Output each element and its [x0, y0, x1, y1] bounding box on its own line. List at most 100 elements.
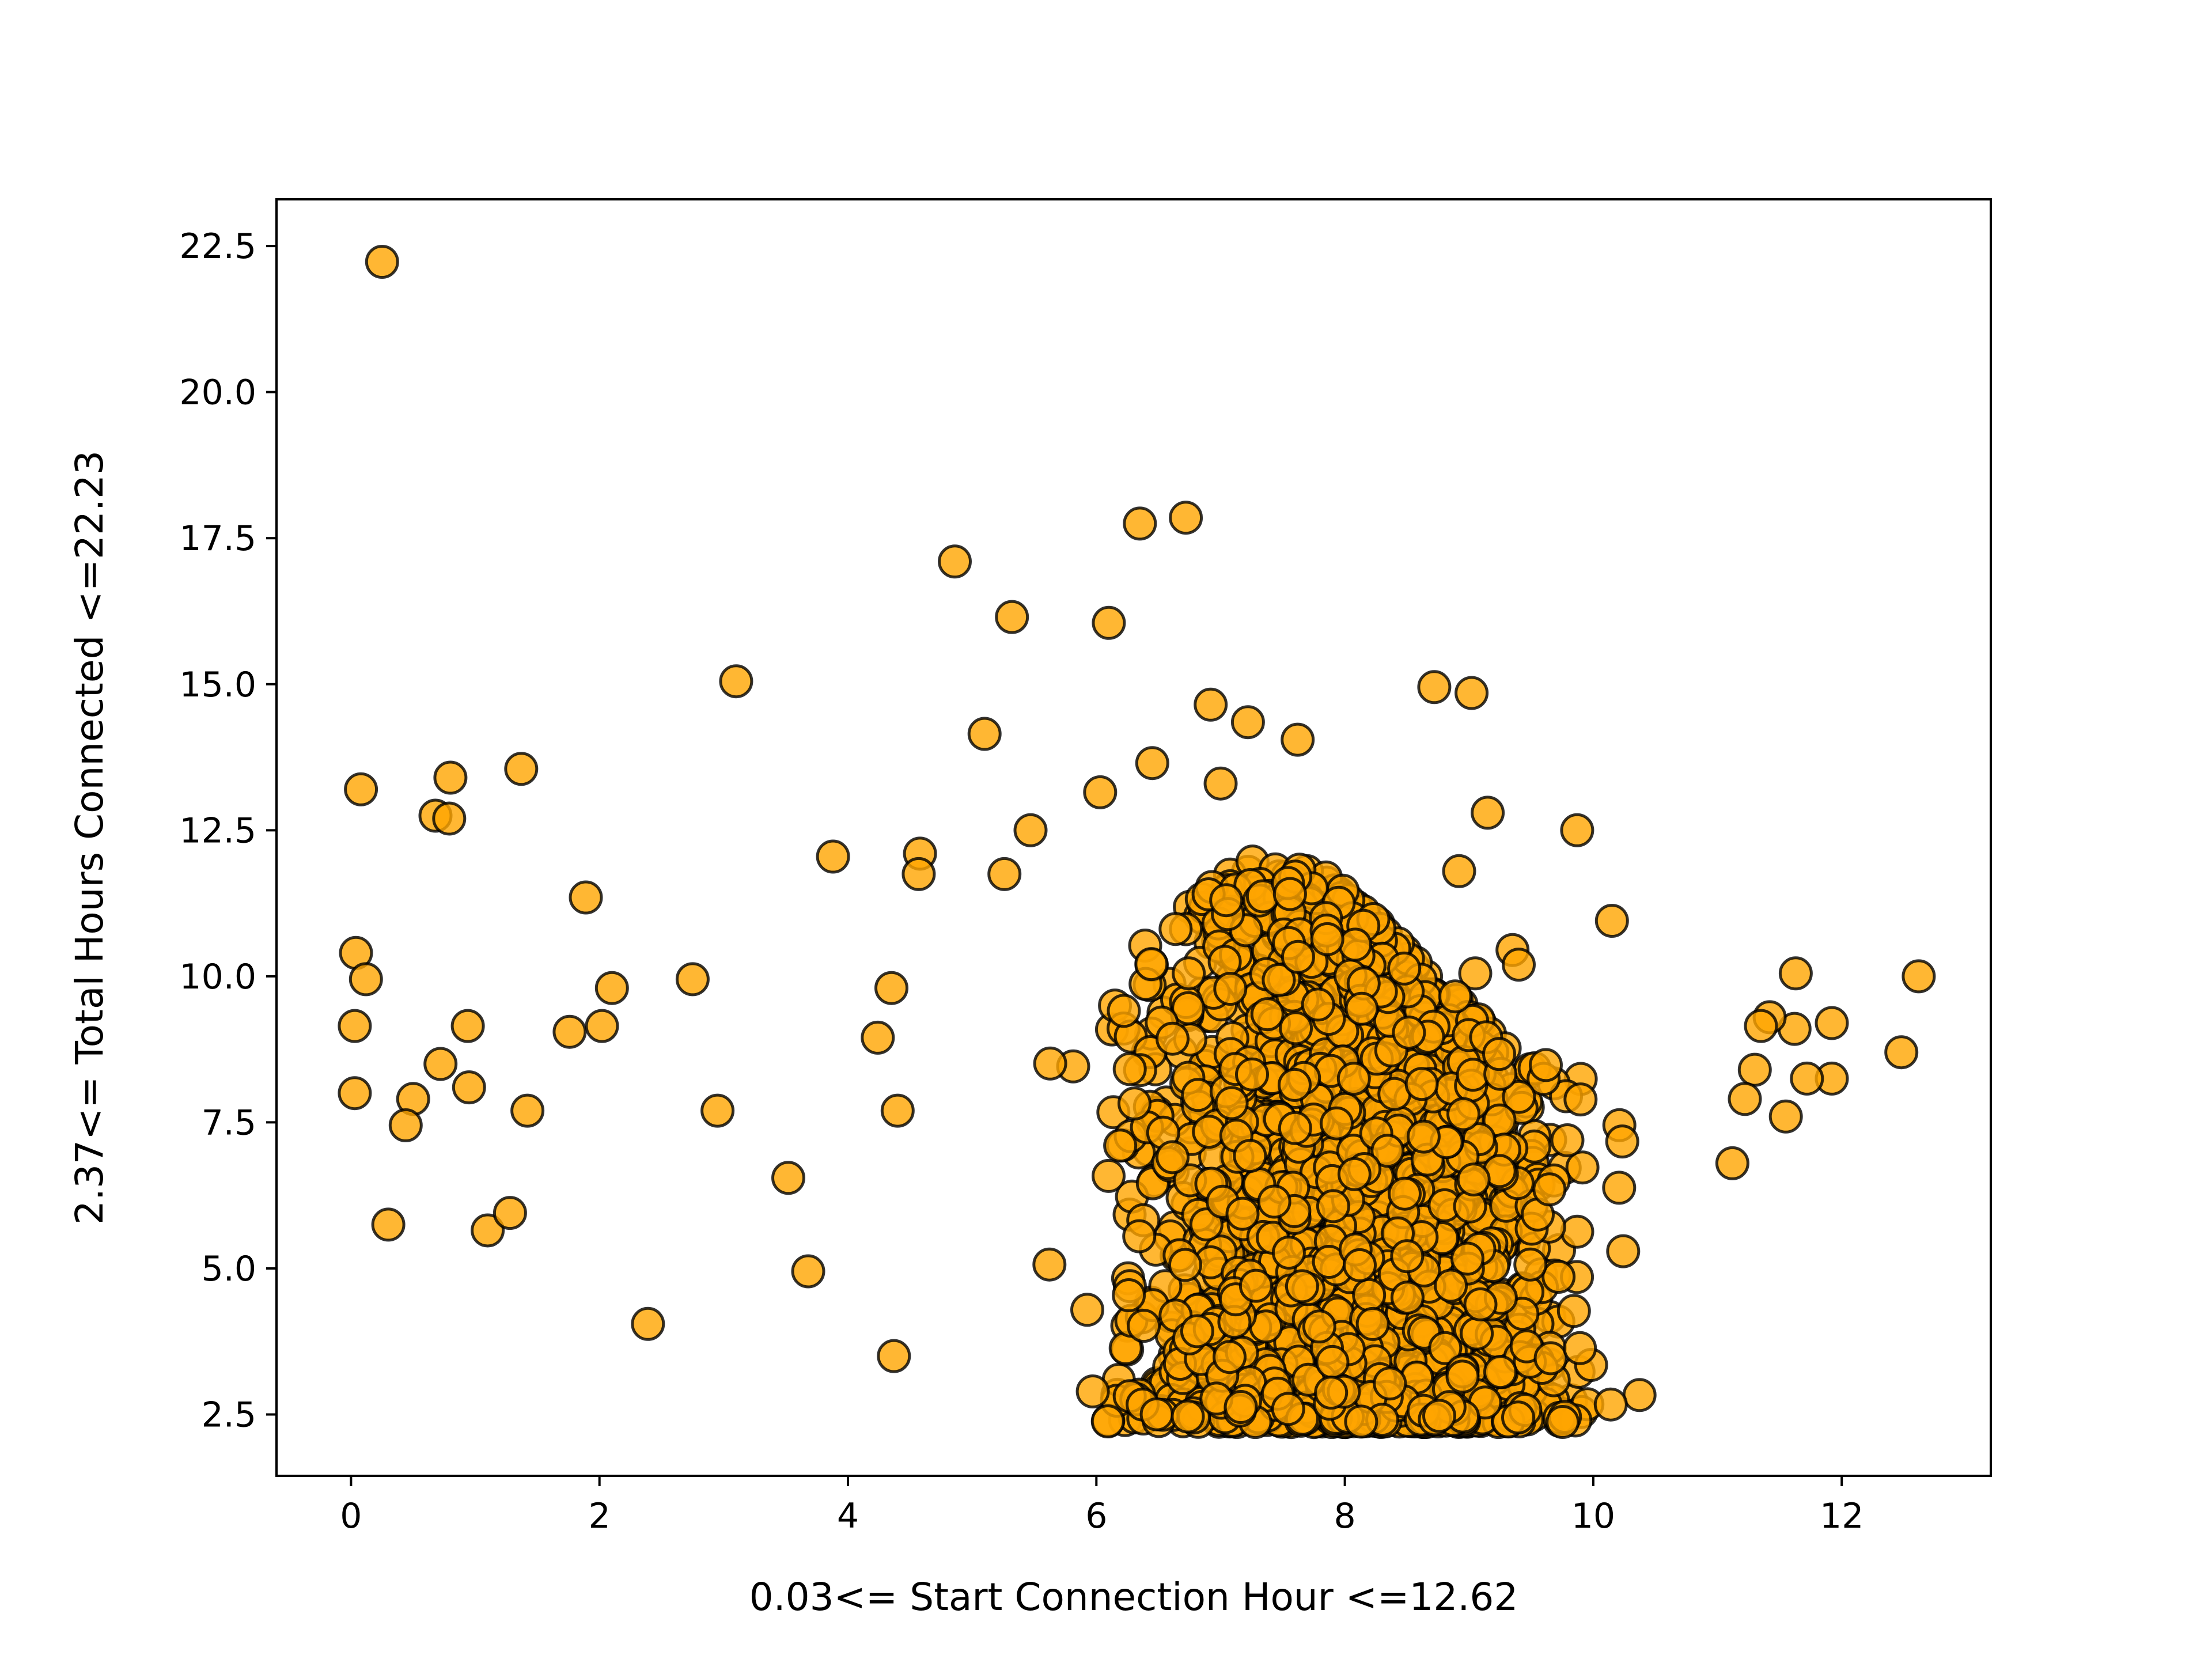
data-point	[1373, 1366, 1407, 1401]
data-point	[388, 1108, 423, 1142]
data-point	[995, 600, 1029, 634]
data-point	[1262, 963, 1296, 997]
data-point	[1127, 1309, 1161, 1343]
data-point	[1884, 1035, 1919, 1070]
data-point	[510, 1093, 545, 1128]
data-point	[1285, 1269, 1319, 1304]
data-point	[1279, 1011, 1313, 1046]
data-point	[1768, 1099, 1803, 1134]
data-point	[1445, 1359, 1480, 1394]
data-point	[1404, 1067, 1439, 1101]
data-point	[1428, 1331, 1463, 1365]
data-point	[338, 1076, 372, 1111]
data-point	[1502, 1080, 1536, 1114]
data-points	[338, 245, 1936, 1440]
data-point	[1180, 1314, 1214, 1349]
data-point	[1214, 1086, 1249, 1120]
data-point	[1560, 813, 1594, 847]
data-point	[1422, 1399, 1456, 1433]
x-tick-label: 12	[1820, 1496, 1863, 1536]
x-tick-label: 0	[340, 1496, 362, 1536]
data-point	[1238, 1268, 1273, 1303]
data-point	[1316, 1189, 1350, 1224]
data-point	[1463, 1287, 1498, 1321]
data-point	[1352, 1278, 1387, 1312]
data-point	[585, 1009, 619, 1043]
data-point	[1482, 1037, 1516, 1071]
data-point	[1257, 1184, 1291, 1219]
data-point	[1075, 1374, 1110, 1408]
data-point	[1370, 1134, 1405, 1168]
data-point	[1123, 506, 1157, 541]
data-point	[452, 1070, 486, 1105]
data-point	[1156, 1140, 1190, 1175]
data-point	[493, 1196, 527, 1230]
data-point	[1158, 912, 1193, 946]
data-point	[1181, 1078, 1215, 1112]
data-point	[1744, 1009, 1778, 1043]
data-point	[338, 1009, 372, 1043]
data-point	[1090, 1404, 1125, 1438]
x-tick-label: 10	[1571, 1496, 1615, 1536]
data-point	[1032, 1247, 1067, 1282]
data-point	[1434, 1268, 1468, 1303]
y-tick-label: 22.5	[179, 226, 256, 267]
data-point	[1502, 948, 1536, 982]
data-point	[1013, 813, 1048, 847]
data-point	[1224, 1390, 1258, 1424]
data-point	[861, 1020, 895, 1055]
data-point	[791, 1254, 825, 1289]
data-point	[1392, 1016, 1426, 1050]
data-point	[1122, 1219, 1157, 1253]
data-point	[471, 1213, 505, 1248]
data-point	[967, 717, 1002, 751]
data-point	[1450, 1241, 1484, 1276]
data-point	[1471, 796, 1505, 830]
data-point	[1107, 994, 1141, 1028]
data-point	[1168, 1248, 1202, 1282]
data-point	[880, 1093, 915, 1128]
data-point	[1336, 1062, 1371, 1096]
y-tick-label: 5.0	[202, 1249, 256, 1289]
data-point	[1092, 1158, 1126, 1193]
data-point	[1225, 1196, 1260, 1231]
data-point	[1446, 1097, 1480, 1131]
data-point	[1310, 922, 1344, 956]
data-point	[1532, 1172, 1567, 1207]
data-point	[987, 857, 1022, 891]
data-point	[569, 880, 603, 915]
x-tick-label: 4	[837, 1496, 859, 1536]
data-point	[1315, 1344, 1350, 1379]
data-point	[1213, 972, 1248, 1006]
data-point	[1390, 1239, 1425, 1274]
data-point	[1388, 1176, 1422, 1211]
y-tick-label: 2.5	[202, 1395, 256, 1435]
plot-frame	[275, 198, 1992, 1477]
data-point	[938, 544, 972, 579]
data-point	[1556, 1294, 1591, 1328]
data-point	[1134, 947, 1169, 982]
data-point	[1209, 883, 1244, 918]
y-axis-label: 2.37<= Total Hours Connected <=22.23	[67, 450, 112, 1225]
data-point	[1605, 1124, 1639, 1159]
data-point	[1387, 951, 1422, 986]
x-axis-label: 0.03<= Start Connection Hour <=12.62	[749, 1575, 1518, 1619]
data-point	[1565, 1150, 1600, 1185]
x-tick-label: 8	[1334, 1496, 1356, 1536]
data-point	[552, 1014, 587, 1049]
data-point	[1456, 1162, 1491, 1197]
x-tick-label: 6	[1085, 1496, 1107, 1536]
data-point	[1112, 1052, 1147, 1086]
data-point	[1156, 1021, 1190, 1056]
data-point	[1550, 1123, 1585, 1157]
data-point	[1083, 775, 1118, 809]
data-point	[1355, 1306, 1390, 1341]
data-point	[874, 971, 908, 1005]
data-point	[771, 1161, 805, 1195]
data-point	[365, 245, 399, 279]
data-point	[1417, 670, 1452, 704]
data-point	[1235, 1057, 1269, 1092]
data-point	[1778, 956, 1813, 991]
data-point	[1902, 959, 1936, 994]
data-point	[1563, 1331, 1597, 1365]
